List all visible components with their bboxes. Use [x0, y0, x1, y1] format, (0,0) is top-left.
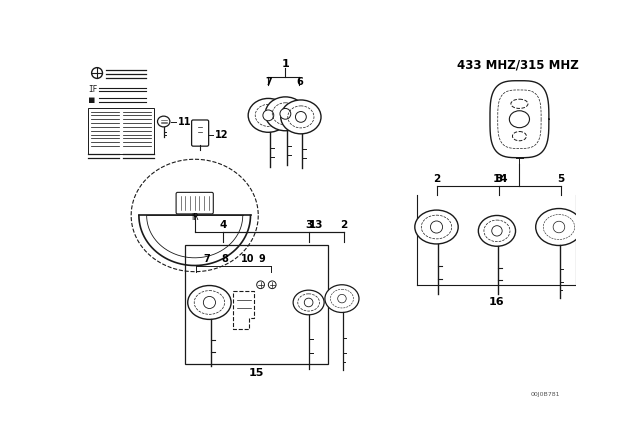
Circle shape: [257, 281, 264, 289]
Ellipse shape: [325, 285, 359, 313]
Ellipse shape: [157, 116, 170, 127]
Circle shape: [431, 221, 443, 233]
Text: 2: 2: [433, 173, 440, 184]
Text: IR: IR: [191, 213, 198, 222]
Ellipse shape: [188, 285, 231, 319]
Text: 11: 11: [178, 116, 191, 126]
Text: 16: 16: [488, 297, 504, 307]
Circle shape: [204, 297, 216, 309]
Ellipse shape: [265, 97, 305, 131]
Ellipse shape: [281, 100, 321, 134]
Ellipse shape: [248, 99, 289, 132]
Text: 14: 14: [493, 173, 509, 184]
Circle shape: [553, 221, 564, 233]
Text: 433 MHZ/315 MHZ: 433 MHZ/315 MHZ: [457, 58, 579, 71]
Circle shape: [296, 112, 307, 122]
Text: 13: 13: [309, 220, 324, 230]
Text: 3: 3: [305, 220, 312, 230]
Circle shape: [492, 226, 502, 236]
Text: 6: 6: [296, 77, 303, 87]
Text: 10: 10: [241, 254, 255, 263]
Ellipse shape: [293, 290, 324, 315]
Circle shape: [263, 110, 274, 121]
Ellipse shape: [536, 208, 582, 246]
Text: 9: 9: [259, 254, 266, 263]
Ellipse shape: [478, 215, 516, 246]
Text: 3: 3: [495, 173, 502, 184]
Text: 7: 7: [265, 77, 272, 87]
Text: 8: 8: [221, 254, 228, 263]
Text: 12: 12: [215, 129, 228, 140]
Text: 7: 7: [203, 254, 210, 263]
Circle shape: [280, 108, 291, 119]
Bar: [184, 245, 328, 364]
Text: 00J0B781: 00J0B781: [531, 392, 560, 396]
Circle shape: [268, 281, 276, 289]
Text: ▪: ▪: [88, 95, 95, 105]
Ellipse shape: [415, 210, 458, 244]
Text: 5: 5: [557, 173, 564, 184]
FancyBboxPatch shape: [176, 192, 213, 214]
Text: IF: IF: [88, 86, 98, 95]
Circle shape: [304, 298, 313, 307]
FancyBboxPatch shape: [191, 120, 209, 146]
Text: 1: 1: [282, 59, 289, 69]
Text: 4: 4: [220, 220, 227, 230]
Circle shape: [338, 294, 346, 303]
Bar: [88, 108, 154, 154]
Text: 15: 15: [248, 368, 264, 378]
Text: 2: 2: [340, 220, 347, 230]
